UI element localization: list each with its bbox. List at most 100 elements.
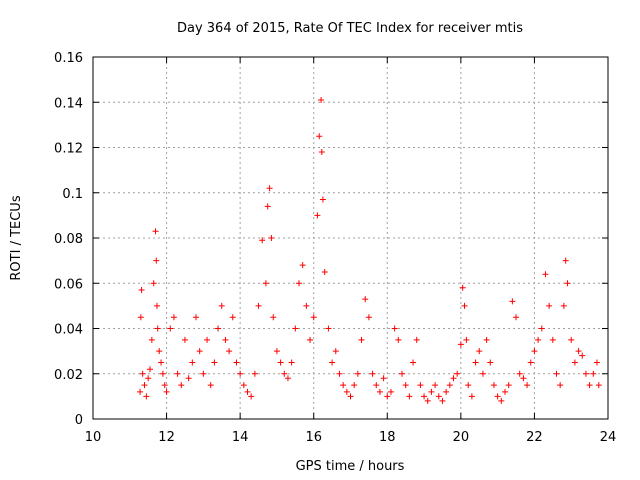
data-point [222,336,229,343]
data-point [178,382,185,389]
data-point [362,296,369,303]
data-point [237,370,244,377]
data-point [343,388,350,395]
data-point [450,375,457,382]
data-point [582,370,589,377]
data-point [479,370,486,377]
data-point [185,375,192,382]
data-point [303,302,310,309]
data-point [432,382,439,389]
data-point [568,336,575,343]
data-point [387,388,394,395]
data-point [575,348,582,355]
data-point [152,228,159,235]
x-tick-label: 24 [600,430,617,445]
data-point [562,257,569,264]
data-point [159,370,166,377]
data-point [435,393,442,400]
data-point [196,348,203,355]
data-point [296,280,302,287]
data-point [137,388,144,395]
data-point [498,397,505,404]
data-point [443,388,450,395]
data-point [226,348,233,355]
data-point [251,370,258,377]
data-point [391,325,398,332]
data-point [340,382,347,389]
data-point [428,388,435,395]
data-point [189,359,196,366]
data-point [439,397,446,404]
data-point [277,359,284,366]
y-tick-label: 0.06 [54,277,83,292]
data-point [410,359,417,366]
data-point [270,314,277,321]
data-point [156,348,163,355]
x-tick-label: 22 [526,430,543,445]
data-point [141,382,148,389]
data-points [137,96,602,404]
x-tick-label: 12 [158,430,175,445]
data-point [347,393,354,400]
data-point [595,382,602,389]
x-tick-label: 14 [232,430,249,445]
data-point [424,397,431,404]
data-point [459,284,466,291]
data-point [153,257,160,264]
data-point [593,359,600,366]
data-point [476,348,483,355]
data-point [318,149,325,156]
data-point [553,370,560,377]
data-point [336,370,343,377]
chart-title: Day 364 of 2015, Rate Of TEC Index for r… [177,21,523,36]
data-point [483,336,490,343]
data-point [590,370,597,377]
y-tick-label: 0.1 [62,187,83,202]
y-tick-label: 0.08 [54,232,83,247]
data-point [170,314,177,321]
data-point [520,375,527,382]
x-tick-label: 18 [379,430,396,445]
data-point [571,359,578,366]
data-point [354,370,361,377]
data-point [248,393,255,400]
data-point [150,280,157,287]
data-point [538,325,545,332]
data-point [502,388,508,395]
data-point [549,336,556,343]
y-tick-label: 0.14 [54,96,83,111]
data-point [215,325,222,332]
data-point [154,325,161,332]
data-point [399,370,405,377]
data-point [446,382,453,389]
data-point [264,203,271,210]
data-point [332,348,339,355]
y-tick-label: 0.02 [54,368,83,383]
data-point [505,382,512,389]
data-point [268,235,275,241]
data-point [402,382,409,389]
data-point [421,393,428,400]
data-point [487,359,494,366]
data-point [204,336,211,343]
data-point [288,359,295,366]
data-point [358,336,365,343]
y-tick-label: 0 [75,413,83,428]
data-point [376,388,383,395]
data-point [240,382,247,389]
y-axis-label: ROTI / TECUs [9,195,24,280]
data-point [174,370,181,377]
data-point [417,382,424,389]
y-tick-label: 0.04 [54,323,83,338]
data-point [542,271,549,278]
data-point [229,314,236,321]
x-axis-label: GPS time / hours [296,459,405,474]
data-point [316,133,323,140]
data-point [490,382,497,389]
data-point [318,96,325,103]
data-point [181,336,188,343]
data-point [527,359,534,366]
data-point [586,382,593,389]
data-point [509,298,516,305]
data-point [292,325,299,332]
